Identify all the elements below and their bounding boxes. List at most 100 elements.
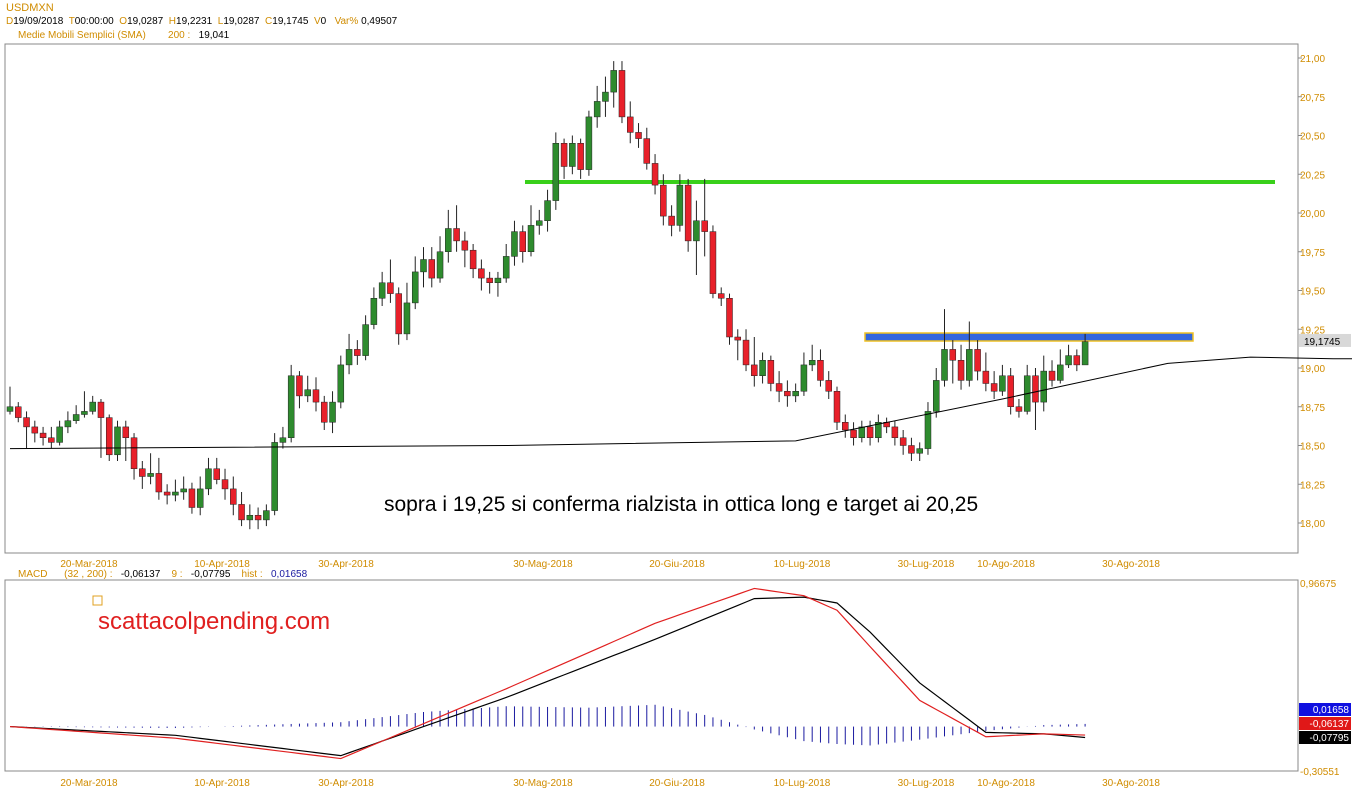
candle-body [287,375,295,438]
candle-body [1073,355,1081,366]
watermark-text: scattacolpending.com [98,608,330,635]
candle-body [635,132,642,139]
hist-value: 0,01658 [270,569,308,580]
candle-body [726,298,733,338]
price-tick-label: 20,25 [1300,170,1325,181]
price-tick-label: 18,25 [1300,480,1325,491]
candle-body [420,259,427,273]
candle-body [817,360,824,381]
volume-label: V [313,16,321,27]
candle-body [296,375,303,397]
candle-body [536,220,543,226]
candle-body [329,401,336,423]
sma-readout: Medie Mobili Semplici (SMA) 200 : 19,041 [18,30,229,41]
candle-body [436,251,444,279]
analysis-note: sopra i 19,25 si conferma rialzista in o… [384,493,978,516]
macd-date-tick-label: 20-Mar-2018 [60,778,118,789]
candle-body [1007,375,1014,407]
sma-series [9,356,1352,450]
hist-label: hist : [241,569,263,580]
candle-body [205,468,212,490]
candle-body [445,228,452,252]
price-tick-label: 19,50 [1300,287,1325,298]
candle-body [924,411,932,449]
candle-body [453,228,460,242]
candle-body [519,231,526,253]
candle-body [1032,375,1039,403]
date-tick-label: 10-Lug-2018 [774,559,831,570]
candle-body [974,349,981,372]
checkbox-icon[interactable] [92,595,103,606]
var-label: Var% [334,16,359,27]
open-value: 19,0287 [127,16,164,27]
candle-body [775,383,783,392]
price-tick-label: 19,00 [1300,364,1325,375]
candle-body [147,473,154,477]
candlestick-series [6,61,1089,530]
macd-date-tick-label: 10-Ago-2018 [977,778,1035,789]
macd-axis: 0,96675 -0,30551 0,01658 -0,06137 -0,07795 [1299,579,1351,778]
candle-body [221,479,229,490]
candle-body [494,277,502,284]
candle-body [941,349,948,381]
candle-body [701,220,708,232]
candle-body [130,437,138,469]
last-price-badge [1299,333,1351,347]
macd-date-tick-label: 30-Apr-2018 [318,778,374,789]
candle-body [271,442,278,511]
candle-body [180,488,187,493]
candle-body [39,432,47,439]
date-tick-label: 20-Giu-2018 [649,559,705,570]
candle-body [362,324,369,356]
candle-body [1015,406,1023,412]
signal-badge-label: -0,07795 [1310,733,1350,744]
candle-body [850,429,857,438]
candle-body [908,445,915,454]
macd-date-tick-label: 30-Ago-2018 [1102,778,1160,789]
time-label: T [68,16,75,27]
macd-line [9,587,1086,760]
price-tick-label: 19,25 [1300,325,1325,336]
candle-body [461,240,469,251]
macd-value: -0,06137 [120,569,161,580]
candle-body [858,426,866,438]
sma-label: Medie Mobili Semplici (SMA) [18,30,146,41]
sma-line [9,356,1352,450]
candle-body [312,389,320,403]
date-tick-label: 20-Mar-2018 [60,559,118,570]
macd-date-tick-label: 30-Mag-2018 [513,778,573,789]
candle-body [72,414,80,421]
price-axis: 21,00 20,75 20,50 20,25 20,00 19,75 19,50 19,25… [1298,54,1351,530]
date-tick-label: 10-Apr-2018 [194,559,250,570]
candle-body [800,364,808,392]
candle-body [486,277,493,284]
signal-value: -0,07795 [190,569,231,580]
candle-body [982,370,990,384]
macd-date-tick-label: 20-Giu-2018 [649,778,705,789]
candle-body [196,488,204,508]
candle-body [1081,341,1089,366]
candle-body [627,116,634,133]
date-tick-label: 30-Apr-2018 [318,559,374,570]
close-value: 19,1745 [272,16,309,27]
candle-body [263,510,270,521]
candle-body [279,437,287,443]
candle-body [668,215,675,226]
volume-value: 0 [320,16,327,27]
candle-body [808,360,816,366]
candle-body [527,225,535,252]
macd-series [9,587,1086,760]
candle-body [660,184,667,217]
candle-body [230,488,237,505]
candle-body [23,417,30,428]
candle-body [403,302,411,335]
open-label: O [119,16,128,27]
candle-body [81,411,88,415]
candle-body [610,70,617,93]
high-value: 19,2231 [176,16,213,27]
candle-body [478,268,485,279]
candle-body [122,426,130,438]
candle-body [767,360,775,384]
hist-badge-label: 0,01658 [1313,705,1350,716]
